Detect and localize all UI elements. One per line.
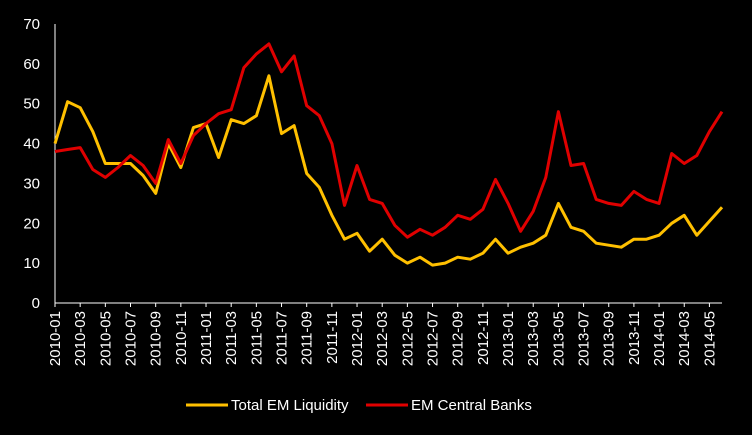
x-tick-label: 2014-05 [701, 311, 718, 366]
series-line-total-em-liquidity [53, 74, 724, 267]
x-tick-label: 2014-01 [651, 311, 668, 366]
x-tick-label: 2012-05 [399, 311, 416, 366]
x-tick-label: 2014-03 [676, 311, 693, 366]
x-tick-label: 2011-05 [248, 311, 265, 365]
y-tick-label: 60 [23, 56, 40, 73]
x-axis-ticks: 2010-01 2010-03 2010-05 2010-07 2010-09 2010-… [47, 303, 718, 366]
x-tick-label: 2012-11 [475, 311, 492, 365]
y-tick-label: 10 [23, 255, 40, 272]
x-tick-label: 2011-09 [299, 311, 316, 365]
x-tick-label: 2011-01 [198, 311, 215, 365]
x-tick-label: 2010-01 [47, 311, 64, 366]
series-layer [53, 42, 724, 267]
x-tick-label: 2013-11 [626, 311, 643, 365]
x-tick-label: 2010-03 [72, 311, 89, 366]
x-tick-label: 2010-09 [148, 311, 165, 366]
y-tick-label: 40 [23, 136, 40, 153]
y-tick-label: 0 [32, 295, 40, 312]
y-tick-label: 50 [23, 96, 40, 113]
series-line-em-central-banks [54, 42, 724, 239]
y-tick-label: 70 [23, 16, 40, 33]
x-tick-label: 2013-03 [525, 311, 542, 366]
y-tick-label: 20 [23, 215, 40, 232]
x-tick-label: 2011-03 [223, 311, 240, 365]
x-tick-label: 2013-05 [550, 311, 567, 366]
x-tick-label: 2013-09 [601, 311, 618, 366]
x-tick-label: 2010-07 [123, 311, 140, 366]
x-tick-label: 2010-05 [97, 311, 114, 366]
x-tick-label: 2012-01 [349, 311, 366, 366]
x-tick-label: 2011-07 [274, 311, 291, 365]
legend-label-em-central-banks: EM Central Banks [411, 397, 532, 414]
x-tick-label: 2012-09 [450, 311, 467, 366]
y-axis-ticks: 0 10 20 30 40 50 60 70 [23, 16, 40, 312]
legend: Total EM Liquidity EM Central Banks [186, 397, 532, 414]
x-tick-label: 2011-11 [324, 311, 341, 364]
x-tick-label: 2013-07 [576, 311, 593, 366]
x-tick-label: 2012-03 [374, 311, 391, 366]
x-tick-label: 2012-07 [425, 311, 442, 366]
x-tick-label: 2013-01 [500, 311, 517, 366]
y-tick-label: 30 [23, 175, 40, 192]
x-tick-label: 2010-11 [173, 311, 190, 365]
legend-label-total-em-liquidity: Total EM Liquidity [231, 397, 349, 414]
